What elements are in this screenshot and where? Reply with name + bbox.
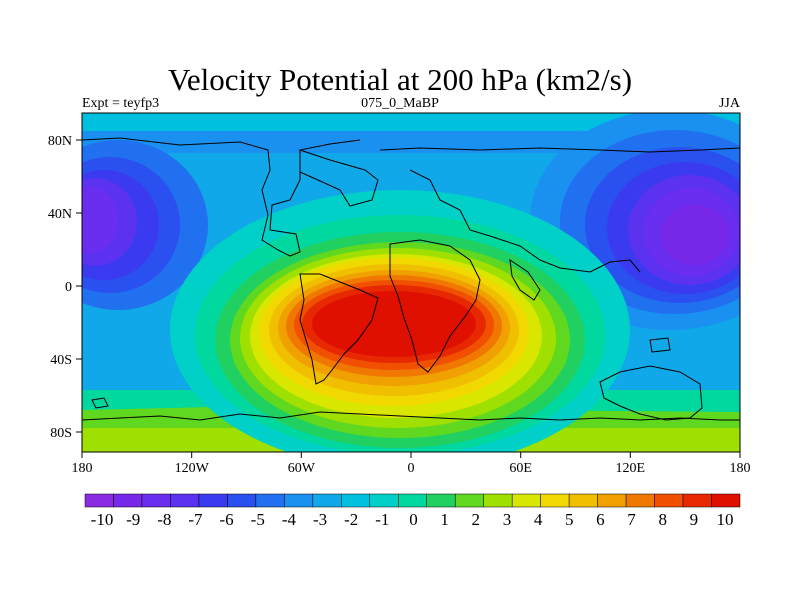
colorbar-label: -10: [91, 510, 114, 529]
colorbar-swatch: [227, 493, 257, 508]
experiment-label: Expt = teyfp3: [82, 96, 160, 111]
colorbar-label: -3: [313, 510, 327, 529]
colorbar-label: 7: [627, 510, 636, 529]
x-tick-label: 180: [730, 461, 751, 476]
y-tick-label: 0: [65, 280, 72, 295]
colorbar-swatch: [454, 493, 484, 508]
y-tick-label: 80N: [48, 134, 72, 149]
colorbar-swatch: [625, 493, 655, 508]
colorbar-label: -5: [251, 510, 265, 529]
colorbar-label: 9: [690, 510, 699, 529]
colorbar-label: 5: [565, 510, 574, 529]
colorbar-swatch: [198, 493, 228, 508]
colorbar-swatch: [84, 493, 114, 508]
contour-field: [82, 113, 740, 452]
colorbar-label: 8: [658, 510, 667, 529]
colorbar-label: -8: [157, 510, 171, 529]
colorbar-swatch: [654, 493, 684, 508]
colorbar-swatch: [483, 493, 513, 508]
colorbar-swatch: [141, 493, 171, 508]
colorbar-swatch: [511, 493, 541, 508]
colorbar-label: 1: [440, 510, 449, 529]
colorbar-swatch: [711, 493, 741, 508]
y-tick-label: 40N: [48, 207, 72, 222]
colorbar-label: -2: [344, 510, 358, 529]
x-tick-label: 120E: [616, 461, 646, 476]
colorbar-label: -4: [282, 510, 297, 529]
colorbar-swatch: [568, 493, 598, 508]
colorbar-label: 10: [717, 510, 734, 529]
colorbar-label: -7: [188, 510, 203, 529]
x-tick-label: 60E: [509, 461, 532, 476]
colorbar: [84, 493, 741, 508]
colorbar-label: 4: [534, 510, 543, 529]
x-tick-label: 180: [72, 461, 93, 476]
colorbar-swatch: [398, 493, 427, 508]
colorbar-swatch: [540, 493, 570, 508]
colorbar-swatch: [341, 493, 371, 508]
colorbar-swatch: [597, 493, 627, 508]
colorbar-swatch: [113, 493, 143, 508]
y-tick-label: 40S: [50, 353, 72, 368]
colorbar-swatch: [255, 493, 285, 508]
colorbar-label: -6: [220, 510, 234, 529]
x-tick-label: 120W: [175, 461, 210, 476]
season-label: JJA: [718, 96, 740, 111]
period-label: 075_0_MaBP: [361, 96, 439, 111]
colorbar-label: 6: [596, 510, 605, 529]
coastlines: [82, 137, 740, 421]
x-tick-label: 60W: [288, 461, 316, 476]
colorbar-label: 3: [503, 510, 512, 529]
colorbar-labels: -10 -9 -8 -7 -6 -5 -4 -3 -2 -1 0 1 2 3 4 5 6 7 8 9 10: [91, 510, 734, 529]
colorbar-swatch: [284, 493, 314, 508]
colorbar-swatch: [369, 493, 399, 508]
axis-ticks: [76, 139, 741, 458]
x-tick-label: 0: [408, 461, 415, 476]
colorbar-label: 2: [472, 510, 481, 529]
colorbar-swatch: [312, 493, 342, 508]
colorbar-label: -9: [126, 510, 140, 529]
colorbar-swatch: [426, 493, 456, 508]
y-tick-label: 80S: [50, 426, 72, 441]
colorbar-swatch: [682, 493, 712, 508]
colorbar-label: 0: [409, 510, 418, 529]
map-title: Velocity Potential at 200 hPa (km2/s): [167, 62, 633, 97]
colorbar-label: -1: [375, 510, 389, 529]
colorbar-swatch: [170, 493, 200, 508]
